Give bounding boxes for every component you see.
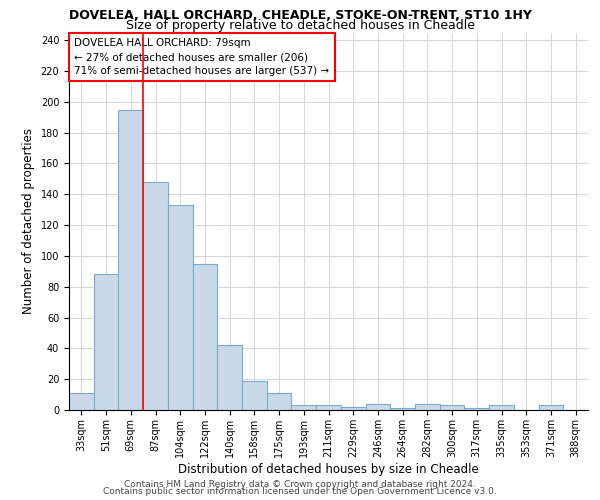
Bar: [341, 407, 365, 410]
Text: DOVELEA, HALL ORCHARD, CHEADLE, STOKE-ON-TRENT, ST10 1HY: DOVELEA, HALL ORCHARD, CHEADLE, STOKE-ON…: [68, 9, 532, 22]
Bar: [242, 380, 267, 410]
Bar: [69, 393, 94, 410]
Bar: [193, 264, 217, 410]
Bar: [365, 404, 390, 410]
Bar: [217, 346, 242, 410]
Bar: [539, 406, 563, 410]
Text: Contains public sector information licensed under the Open Government Licence v3: Contains public sector information licen…: [103, 487, 497, 496]
Bar: [292, 406, 316, 410]
Bar: [168, 205, 193, 410]
Bar: [390, 408, 415, 410]
Bar: [415, 404, 440, 410]
Text: Contains HM Land Registry data © Crown copyright and database right 2024.: Contains HM Land Registry data © Crown c…: [124, 480, 476, 489]
Bar: [118, 110, 143, 410]
Text: DOVELEA HALL ORCHARD: 79sqm
← 27% of detached houses are smaller (206)
71% of se: DOVELEA HALL ORCHARD: 79sqm ← 27% of det…: [74, 38, 329, 76]
Bar: [143, 182, 168, 410]
Bar: [440, 406, 464, 410]
Bar: [94, 274, 118, 410]
Text: Size of property relative to detached houses in Cheadle: Size of property relative to detached ho…: [125, 19, 475, 32]
Bar: [489, 406, 514, 410]
Bar: [316, 406, 341, 410]
Bar: [267, 393, 292, 410]
Bar: [464, 408, 489, 410]
Y-axis label: Number of detached properties: Number of detached properties: [22, 128, 35, 314]
X-axis label: Distribution of detached houses by size in Cheadle: Distribution of detached houses by size …: [178, 462, 479, 475]
